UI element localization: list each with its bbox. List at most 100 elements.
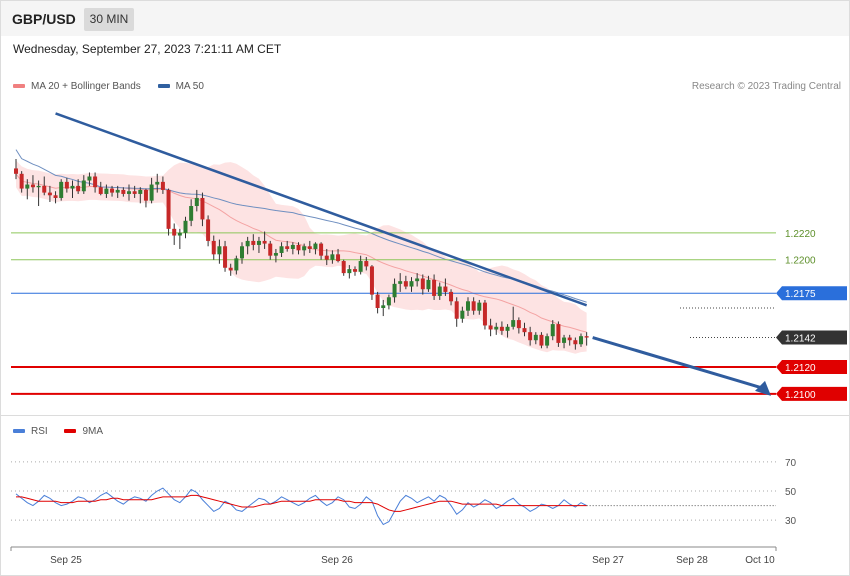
candle-body [386, 297, 391, 306]
legend-rsi: RSI [13, 426, 48, 437]
credit-text: Research © 2023 Trading Central [691, 81, 841, 92]
timestamp: Wednesday, September 27, 2023 7:21:11 AM… [13, 42, 282, 56]
candle-body [358, 261, 363, 272]
rsi-line [15, 487, 587, 526]
legend-9ma-swatch [64, 429, 77, 434]
candle-body [189, 206, 194, 221]
candle-body [449, 291, 454, 302]
timeframe-button[interactable]: 30 MIN [84, 8, 134, 31]
candle-body [516, 320, 521, 329]
time-tick-label: Sep 26 [321, 555, 353, 566]
candle-body [273, 252, 278, 256]
candle-body [443, 286, 448, 292]
candle-body [25, 184, 30, 189]
candle-body [302, 246, 307, 251]
rsi-pane: 30 50 70 [11, 458, 797, 527]
level-label-1.2175: 1.2175 [785, 289, 816, 300]
candle-body [47, 192, 52, 196]
candle-body [562, 337, 567, 343]
candle-body [550, 324, 555, 337]
candle-body [160, 181, 165, 190]
candle-body [177, 232, 182, 236]
rsi-tick-50: 50 [785, 487, 797, 498]
candle-body [409, 281, 414, 287]
time-tick-label: Sep 27 [592, 555, 624, 566]
candle-body [234, 258, 239, 271]
candle-body [194, 197, 199, 207]
candle-body [364, 261, 369, 267]
candle-body [268, 243, 273, 256]
candle-body [42, 185, 47, 193]
candle-body [522, 328, 527, 333]
candle-body [98, 187, 103, 194]
time-tick-label: Sep 25 [50, 555, 82, 566]
candle-body [127, 191, 131, 194]
candle-body [104, 188, 109, 194]
candle-body [415, 278, 420, 282]
candle-body [149, 184, 154, 201]
level-tag-1.2175 [776, 286, 847, 301]
candle-body [398, 281, 403, 284]
candle-body [505, 326, 510, 331]
legend-ma50-label: MA 50 [175, 81, 204, 92]
candle-body [206, 219, 211, 241]
legend-rsi-label: RSI [31, 426, 48, 437]
candle-body [392, 283, 397, 298]
candle-body [539, 334, 544, 346]
candle-body [200, 197, 205, 220]
candle-body [403, 281, 408, 287]
candle-body [437, 286, 442, 296]
price-pane: 1.2220 1.2200 1.2175 1.2142 1.2120 1.2100 [11, 112, 847, 401]
candle-body [494, 326, 499, 330]
level-tag-1.2100 [776, 386, 847, 401]
level-tag-1.2120 [776, 360, 847, 375]
candle-body [579, 336, 583, 345]
candle-body [59, 181, 64, 198]
candle-body [93, 176, 98, 188]
projection-arrow-shaft [592, 336, 763, 390]
candle-body [14, 168, 18, 174]
legend-ma20-label: MA 20 + Bollinger Bands [31, 81, 141, 92]
candle-body [477, 302, 482, 311]
candle-body [121, 189, 126, 194]
rsi-legend: RSI 9MA [13, 426, 117, 437]
candle-body [285, 246, 290, 249]
candle-body [584, 336, 589, 338]
candle-body [223, 246, 228, 268]
candle-body [313, 243, 318, 249]
candle-body [511, 320, 516, 327]
time-tick-label: Sep 28 [676, 555, 708, 566]
candle-body [545, 336, 550, 346]
trendline [55, 112, 588, 307]
candle-body [454, 301, 459, 319]
candle-body [155, 181, 160, 185]
legend-9ma-label: 9MA [82, 426, 104, 437]
projection-arrow-head [755, 380, 771, 396]
level-label-1.2200: 1.2200 [785, 256, 816, 267]
candle-body [567, 337, 572, 341]
legend-ma20: MA 20 + Bollinger Bands [13, 81, 141, 92]
candle-body [245, 240, 250, 247]
candle-body [19, 173, 24, 189]
candle-body [166, 189, 171, 229]
candle-body [499, 326, 504, 331]
candle-body [262, 240, 267, 244]
candle-body [30, 184, 35, 188]
candle-body [426, 279, 431, 290]
candle-body [471, 301, 476, 311]
candle-body [81, 180, 86, 192]
legend-ma50: MA 50 [157, 81, 204, 92]
candle-body [296, 244, 301, 251]
candle-body [528, 332, 533, 341]
candle-body [143, 189, 148, 201]
candle-body [420, 278, 425, 290]
symbol-label: GBP/USD [12, 11, 76, 27]
candle-body [466, 301, 470, 311]
bollinger-band [16, 160, 587, 354]
legend-rsi-swatch [13, 429, 25, 434]
candle-body [324, 255, 329, 260]
candle-body [488, 325, 493, 330]
candle-body [64, 181, 69, 189]
